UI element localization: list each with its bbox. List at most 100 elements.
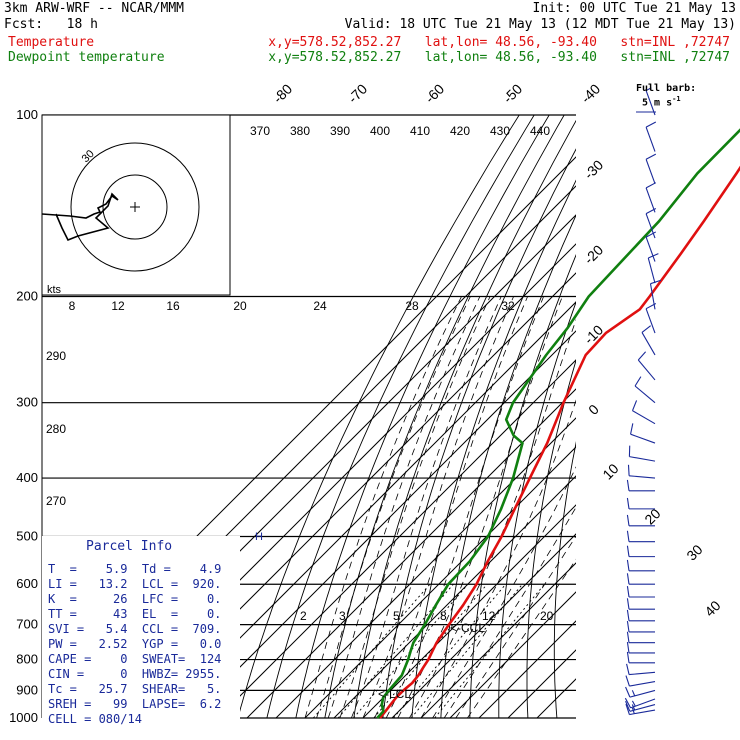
wind-barb-flag	[645, 121, 657, 128]
wind-barb-staff	[629, 689, 656, 698]
dewpoint-profile	[376, 128, 740, 719]
valid-time: Valid: 18 UTC Tue 21 May 13 (12 MDT Tue …	[344, 17, 736, 32]
pressure-label: 600	[16, 576, 38, 591]
dry-adiabat	[703, 87, 740, 730]
hodograph-ring-label: 24	[313, 299, 327, 313]
mixing-ratio-label: 5	[393, 609, 400, 623]
isotherm-label: -80	[270, 81, 296, 107]
wind-barb-flag	[626, 530, 630, 542]
hodograph-ring-label: 20	[233, 299, 247, 313]
moist-adiabat	[443, 506, 576, 718]
parcel-info-row: TT = 43 EL = 0.	[48, 607, 222, 621]
temperature-legend-label: Temperature	[8, 35, 95, 50]
pressure-label: 200	[16, 289, 38, 304]
dry-adiabat	[632, 87, 740, 730]
model-title: 3km ARW-WRF -- NCAR/MMM	[4, 1, 185, 16]
wind-barb-flag	[626, 609, 630, 621]
theta-label-left: 270	[46, 494, 66, 508]
wind-barb-flag	[625, 700, 631, 712]
mixing-ratio-line	[337, 583, 454, 718]
parcel-info-row: LI = 13.2 LCL = 920.	[48, 577, 222, 591]
wind-barb-staff	[645, 126, 656, 152]
wind-barb-flag	[645, 182, 657, 189]
pressure-label: 1000	[9, 710, 38, 725]
isotherm-line	[333, 475, 576, 718]
parcel-info-row: Tc = 25.7 SHEAR= 5.	[48, 682, 222, 696]
parcel-info-row: SREH = 99 LAPSE= 6.2	[48, 697, 222, 711]
hodograph-ring-label: 16	[166, 299, 180, 313]
hodograph-box	[41, 114, 231, 296]
wind-barb-flag	[627, 464, 630, 476]
parcel-info-row: K = 26 LFC = 0.	[48, 592, 222, 606]
pressure-label: 800	[16, 652, 38, 667]
parcel-info-row: PW = 2.52 YGP = 0.0	[48, 637, 222, 651]
isotherm-line	[362, 504, 576, 718]
moist-adiabat	[351, 296, 502, 718]
pressure-label: 900	[16, 682, 38, 697]
init-time: Init: 00 UTC Tue 21 May 13	[532, 1, 737, 16]
dry-adiabat	[581, 87, 711, 730]
moist-adiabat	[409, 318, 576, 718]
parcel-info-row: CAPE = 0 SWEAT= 124	[48, 652, 222, 666]
isotherm-line	[188, 330, 576, 718]
wind-barb-flag	[626, 631, 630, 643]
dry-adiabat	[237, 115, 520, 718]
pressure-label: 300	[16, 395, 38, 410]
dry-adiabat	[607, 87, 726, 730]
wind-barb-staff	[630, 433, 656, 444]
h-marker: H	[255, 531, 263, 543]
parcel-info-row: CIN = 0 HWBZ= 2955.	[48, 667, 222, 681]
dry-adiabat	[266, 115, 535, 718]
wind-barb-flag	[631, 700, 636, 707]
dry-adiabat	[553, 441, 576, 718]
hodograph-ring-label: 12	[111, 299, 125, 313]
wind-barb-flag	[625, 686, 631, 698]
temperature-legend-info: x,y=578.52,852.27 lat,lon= 48.56, -93.40…	[268, 35, 730, 50]
parcel-info-title: Parcel Info	[86, 539, 173, 554]
isotherm-line	[420, 562, 576, 718]
dry-adiabat	[498, 300, 576, 718]
wind-barb-staff	[632, 410, 656, 425]
moist-adiabat	[327, 296, 481, 718]
wind-barb-flag	[626, 514, 630, 526]
moist-adiabat	[316, 296, 471, 718]
moist-adiabat	[432, 466, 576, 718]
isotherm-label: 0	[585, 401, 602, 418]
wind-barb-staff	[645, 308, 656, 334]
wind-barb-flag	[625, 703, 630, 715]
isotherm-label: -60	[422, 81, 448, 107]
mixing-ratio-label: 20	[540, 609, 554, 623]
moist-adiabat	[339, 296, 491, 718]
mixing-ratio-label: 3	[339, 609, 346, 623]
theta-label: 370	[250, 124, 270, 138]
isotherm-label: -30	[581, 157, 607, 183]
parcel-info-row: CELL = 080/14	[48, 712, 142, 726]
isotherm-label: -10	[581, 322, 607, 348]
temperature-profile	[379, 165, 740, 719]
full-barb-units: 5 m s-1	[642, 95, 681, 109]
wind-barb-staff	[649, 283, 656, 310]
theta-label: 400	[370, 124, 390, 138]
isotherm-line	[304, 446, 576, 718]
wind-barb-flag	[645, 231, 657, 238]
wind-barb-flag	[626, 545, 630, 557]
wind-barb-staff	[645, 187, 656, 213]
mixing-ratio-line	[312, 583, 431, 718]
moist-adiabat	[304, 296, 462, 718]
wind-barb-staff	[637, 359, 656, 381]
theta-label-left: 290	[46, 349, 66, 363]
wind-barb-flag	[626, 621, 630, 633]
isotherm-line	[449, 591, 576, 718]
wind-barb-flag	[631, 690, 636, 697]
wind-barb-flag	[626, 663, 630, 675]
dry-adiabat	[656, 87, 740, 730]
isotherm-label: 40	[701, 597, 723, 619]
wind-barb-staff	[629, 475, 656, 479]
wind-barb-flag	[641, 325, 651, 333]
wind-barb-staff	[629, 671, 656, 676]
hodograph-ring-label: 32	[501, 299, 515, 313]
moist-adiabat	[455, 535, 576, 718]
wind-barb-staff	[629, 680, 656, 687]
dry-adiabat	[411, 179, 576, 718]
